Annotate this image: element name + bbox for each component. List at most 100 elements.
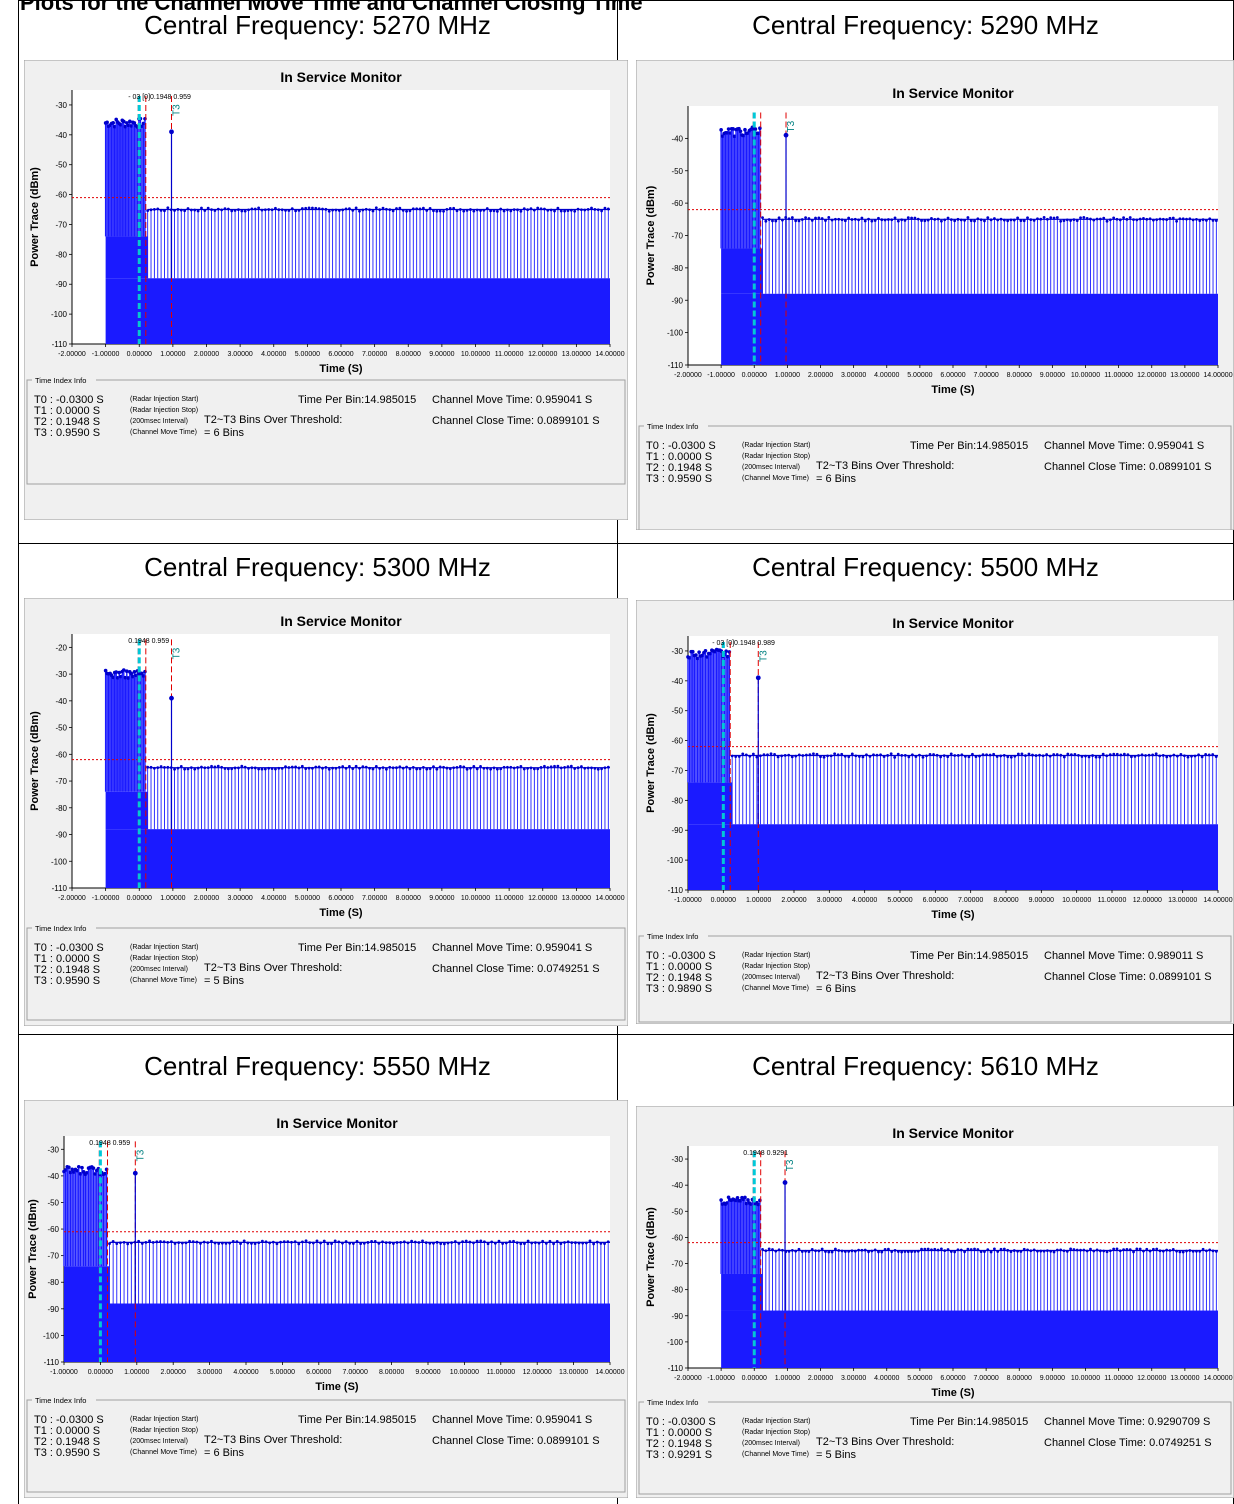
time-index-info-box [638, 935, 1232, 1023]
steady-point [1016, 216, 1019, 220]
steady-point [1112, 216, 1116, 220]
y-tick-label: -90 [671, 296, 683, 305]
y-tick-label: -30 [55, 101, 67, 110]
noise-floor-area [688, 824, 1218, 890]
frequency-title-5500: Central Frequency: 5500 MHz [752, 552, 1099, 582]
x-tick-label: 11.00000 [495, 351, 524, 358]
x-tick-label: 12.00000 [1133, 897, 1162, 904]
x-tick-label: 4.00000 [852, 897, 877, 904]
steady-point [751, 752, 755, 756]
t3-point [169, 129, 174, 135]
t3-value: T3 : 0.9291 S [646, 1449, 712, 1461]
x-tick-label: 12.00000 [1137, 372, 1166, 379]
steady-point [556, 764, 560, 768]
burst-point [743, 127, 747, 132]
y-tick-label: -110 [44, 1358, 60, 1367]
steady-point [1016, 752, 1020, 756]
steady-point [179, 764, 183, 768]
time-index-info-label: Time Index Info [647, 932, 698, 941]
steady-point [887, 1247, 890, 1251]
t0-desc: (Radar Injection Start) [742, 442, 810, 449]
time-per-bin: Time Per Bin:14.985015 [910, 440, 1028, 452]
y-tick-label: -40 [55, 131, 67, 140]
steady-point [1082, 216, 1086, 219]
t1-desc: (Radar Injection Stop) [130, 1427, 198, 1434]
steady-point [889, 752, 893, 756]
x-tick-label: 2.00000 [194, 351, 219, 358]
burst-point [114, 670, 119, 674]
steady-point [590, 206, 593, 210]
y-tick-label: -70 [55, 220, 67, 229]
y-tick-label: -110 [668, 361, 684, 370]
steady-point [1112, 1247, 1116, 1251]
t1-desc: (Radar Injection Stop) [742, 453, 810, 460]
x-tick-label: 6.00000 [923, 897, 948, 904]
steady-point [820, 1247, 824, 1251]
steady-point [242, 1239, 246, 1243]
x-tick-label: 6.00000 [328, 895, 353, 902]
steady-point [464, 1239, 468, 1243]
x-tick-label: 9.00000 [1040, 1375, 1065, 1382]
time-per-bin: Time Per Bin:14.985015 [910, 950, 1028, 962]
monitor-panel-5500: In Service Monitor -30 -40 -50 -60 -70 -80 -90 -… [636, 600, 1234, 1024]
chart-svg: In Service Monitor -30 -40 -50 -60 -70 -80 -90 -… [636, 600, 1234, 1024]
marker-readout: - 03 [0]0.1948 0.989 [712, 640, 775, 647]
x-tick-label: 7.00000 [973, 372, 998, 379]
burst-point [132, 670, 137, 674]
x-tick-label: 7.00000 [343, 1369, 368, 1376]
x-tick-label: 1.00000 [160, 351, 185, 358]
x-tick-label: 3.00000 [227, 351, 252, 358]
x-tick-label: 2.00000 [808, 372, 833, 379]
steady-point [556, 206, 560, 210]
x-tick-label: 6.00000 [940, 372, 965, 379]
steady-point [966, 1247, 970, 1251]
steady-point [953, 1250, 957, 1254]
chart-svg: In Service Monitor -30 -40 -50 -60 -70 -80 -90 -… [24, 1100, 628, 1498]
x-tick-label: 8.00000 [379, 1369, 404, 1376]
t3-desc: (Channel Move Time) [130, 977, 197, 984]
y-tick-label: -50 [47, 1198, 59, 1207]
x-tick-label: -1.00000 [92, 351, 120, 358]
channel-close-time: Channel Close Time: 0.0749251 S [1044, 1437, 1212, 1449]
y-tick-label: -70 [671, 1260, 683, 1269]
x-tick-label: 10.00000 [1062, 897, 1091, 904]
burst-point [72, 1170, 76, 1174]
steady-point [240, 209, 244, 213]
t2-desc: (200msec Interval) [130, 1438, 188, 1445]
steady-point [1098, 755, 1102, 759]
steady-point [553, 764, 556, 768]
burst-point [76, 1164, 81, 1169]
time-index-info-label: Time Index Info [35, 1396, 86, 1405]
bins-over-value: = 5 Bins [816, 1449, 857, 1461]
burst-point [91, 1166, 96, 1170]
y-tick-label: -80 [55, 250, 67, 259]
monitor-panel-5300: In Service Monitor -20 -30 -40 -50 -60 -70 -80 -… [24, 598, 628, 1026]
x-tick-label: -1.00000 [92, 895, 120, 902]
x-tick-label: 2.00000 [808, 1375, 833, 1382]
y-tick-label: -100 [667, 329, 684, 338]
chart-svg: In Service Monitor -40 -50 -60 -70 -80 -90 -100… [636, 60, 1234, 530]
pre-injection-floor [105, 791, 148, 830]
marker-readout: - 03 [0]0.1948 0.959 [128, 94, 191, 101]
steady-point [371, 209, 375, 213]
steady-point [1154, 752, 1158, 756]
noise-floor-area [105, 829, 610, 888]
burst-point [697, 650, 701, 654]
t3-point [782, 1180, 788, 1185]
x-tick-label: 12.00000 [523, 1369, 552, 1376]
steady-point [1138, 1247, 1142, 1251]
marker-label-T3: T3 [171, 104, 182, 116]
y-tick-label: -40 [671, 134, 683, 143]
burst-point [738, 129, 743, 134]
steady-point [1079, 216, 1082, 220]
steady-point [880, 1250, 884, 1254]
x-tick-label: 0.00000 [711, 897, 736, 904]
x-tick-label: 3.00000 [841, 1375, 866, 1382]
steady-point [913, 216, 917, 220]
y-tick-label: -50 [671, 707, 683, 716]
y-tick-label: -80 [671, 1286, 683, 1295]
channel-move-time: Channel Move Time: 0.989011 S [1044, 950, 1203, 962]
y-tick-label: -50 [55, 161, 67, 170]
marker-label-T3: T3 [786, 120, 797, 132]
steady-point [438, 209, 442, 213]
